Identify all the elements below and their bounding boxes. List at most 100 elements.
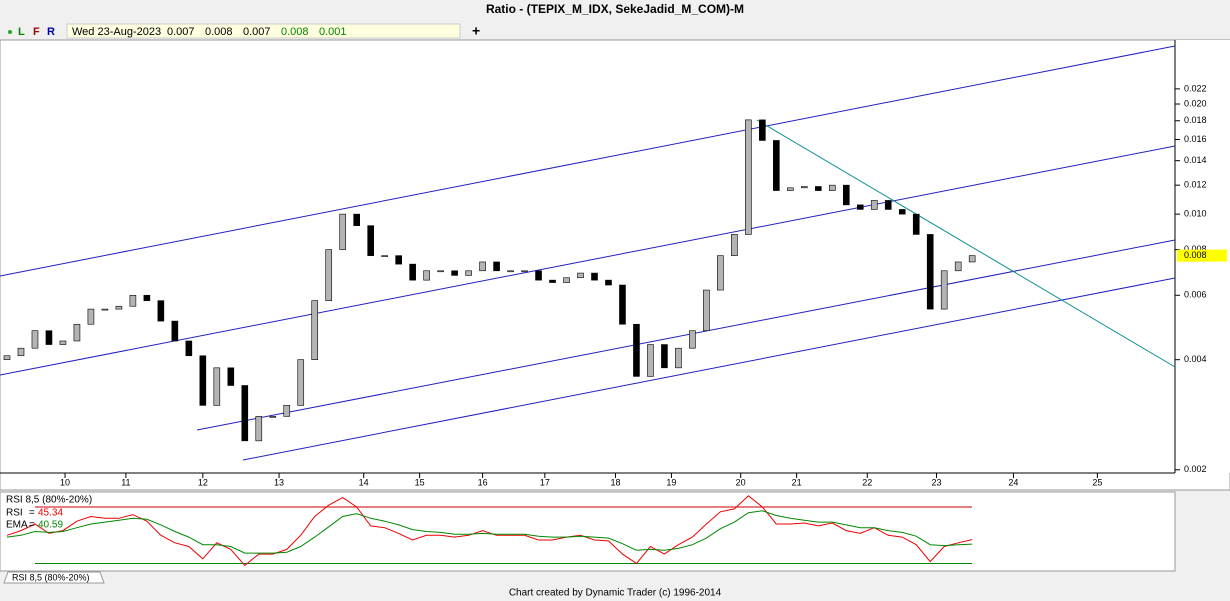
candle <box>815 186 822 191</box>
candle <box>773 140 780 191</box>
x-tick-label: 11 <box>121 477 130 487</box>
y-tick-label: 0.018 <box>1184 115 1207 125</box>
x-tick-label: 24 <box>1008 477 1018 487</box>
candle <box>828 184 836 191</box>
candle <box>479 261 486 272</box>
candle <box>199 355 207 406</box>
x-tick-label: 12 <box>198 477 208 487</box>
candle <box>297 359 305 406</box>
candle <box>689 330 696 349</box>
candle <box>549 279 556 283</box>
candle <box>171 320 179 342</box>
x-tick-label: 15 <box>415 477 425 487</box>
x-tick-label: 18 <box>610 477 620 487</box>
panel-tab[interactable] <box>3 571 105 584</box>
candle <box>926 234 934 310</box>
toolbar-button[interactable]: L <box>18 26 25 38</box>
candle <box>647 344 654 377</box>
candle <box>870 200 878 210</box>
x-tick-label: 23 <box>931 477 941 487</box>
candle <box>255 416 263 442</box>
candle <box>745 119 752 235</box>
main-panel <box>0 39 1230 491</box>
candle <box>17 347 25 357</box>
candle <box>661 344 668 369</box>
candle <box>507 270 514 273</box>
status-close: 0.008 <box>281 26 309 38</box>
candle <box>856 204 864 210</box>
y-tick-label: 0.002 <box>1184 464 1207 474</box>
status-date: Wed 23-Aug-2023 <box>72 26 161 38</box>
candle <box>423 270 430 281</box>
legend-sep: = <box>29 520 35 531</box>
candle <box>241 385 249 442</box>
candle <box>45 330 53 345</box>
candle <box>353 213 360 226</box>
candle <box>395 255 402 265</box>
x-tick-label: 21 <box>792 477 802 487</box>
candle <box>3 355 11 360</box>
candle <box>605 279 612 286</box>
y-tick-label: 0.020 <box>1184 98 1207 108</box>
candle <box>185 340 193 357</box>
candle <box>801 186 808 189</box>
y-tick-label: 0.022 <box>1184 83 1207 93</box>
status-change: 0.001 <box>319 26 347 38</box>
candle <box>409 263 416 281</box>
channel-line <box>0 45 1176 277</box>
y-tick-label: 0.012 <box>1184 180 1207 190</box>
channel-lines <box>0 45 1176 461</box>
x-tick-label: 17 <box>540 477 550 487</box>
candle <box>339 213 347 250</box>
add-button[interactable]: + <box>472 23 480 39</box>
candle <box>633 323 640 377</box>
y-tick-label: 0.004 <box>1184 354 1207 364</box>
y-tick-label: 0.006 <box>1184 290 1207 300</box>
chart-title: Ratio - (TEPIX_M_IDX, SekeJadid_M_COM)-M <box>486 2 744 16</box>
candle <box>143 294 151 301</box>
legend-sep: = <box>29 508 35 519</box>
candle <box>842 184 850 206</box>
status-box <box>66 23 461 39</box>
candle <box>213 367 221 406</box>
rsi-line <box>6 495 973 567</box>
y-tick-label: 0.016 <box>1184 134 1207 144</box>
candle <box>451 270 458 276</box>
y-tick-label: 0.010 <box>1184 209 1207 219</box>
candle <box>87 308 95 325</box>
candle <box>675 347 682 369</box>
status-low: 0.007 <box>243 26 271 38</box>
candle <box>59 340 67 345</box>
candle <box>912 213 920 235</box>
candle <box>31 330 39 349</box>
y-tick-label: 0.014 <box>1184 155 1207 165</box>
candle <box>619 284 626 325</box>
candle <box>940 270 948 310</box>
legend-name: EMA <box>6 520 28 531</box>
x-tick-label: 10 <box>60 477 70 487</box>
candle <box>884 200 892 210</box>
toolbar-button[interactable]: F <box>33 26 40 38</box>
candle <box>787 187 794 191</box>
x-tick-label: 14 <box>359 477 369 487</box>
x-tick-label: 25 <box>1092 477 1102 487</box>
candle <box>577 272 584 279</box>
status-open: 0.007 <box>167 26 195 38</box>
candle <box>101 308 109 311</box>
toolbar-buttons <box>3 23 65 38</box>
candle <box>521 270 528 273</box>
candle <box>115 305 123 310</box>
candle <box>381 255 388 257</box>
candle <box>437 270 444 273</box>
x-tick-label: 13 <box>274 477 284 487</box>
candle <box>227 367 235 386</box>
candle <box>563 277 570 283</box>
footer-credit: Chart created by Dynamic Trader (c) 1996… <box>509 588 722 599</box>
candle <box>367 225 374 256</box>
tab-label[interactable]: RSI 8,5 (80%-20%) <box>12 572 90 582</box>
candle <box>493 261 500 272</box>
toolbar-button[interactable]: R <box>47 26 55 38</box>
candle <box>968 255 976 263</box>
rsi-panel <box>0 491 1176 572</box>
